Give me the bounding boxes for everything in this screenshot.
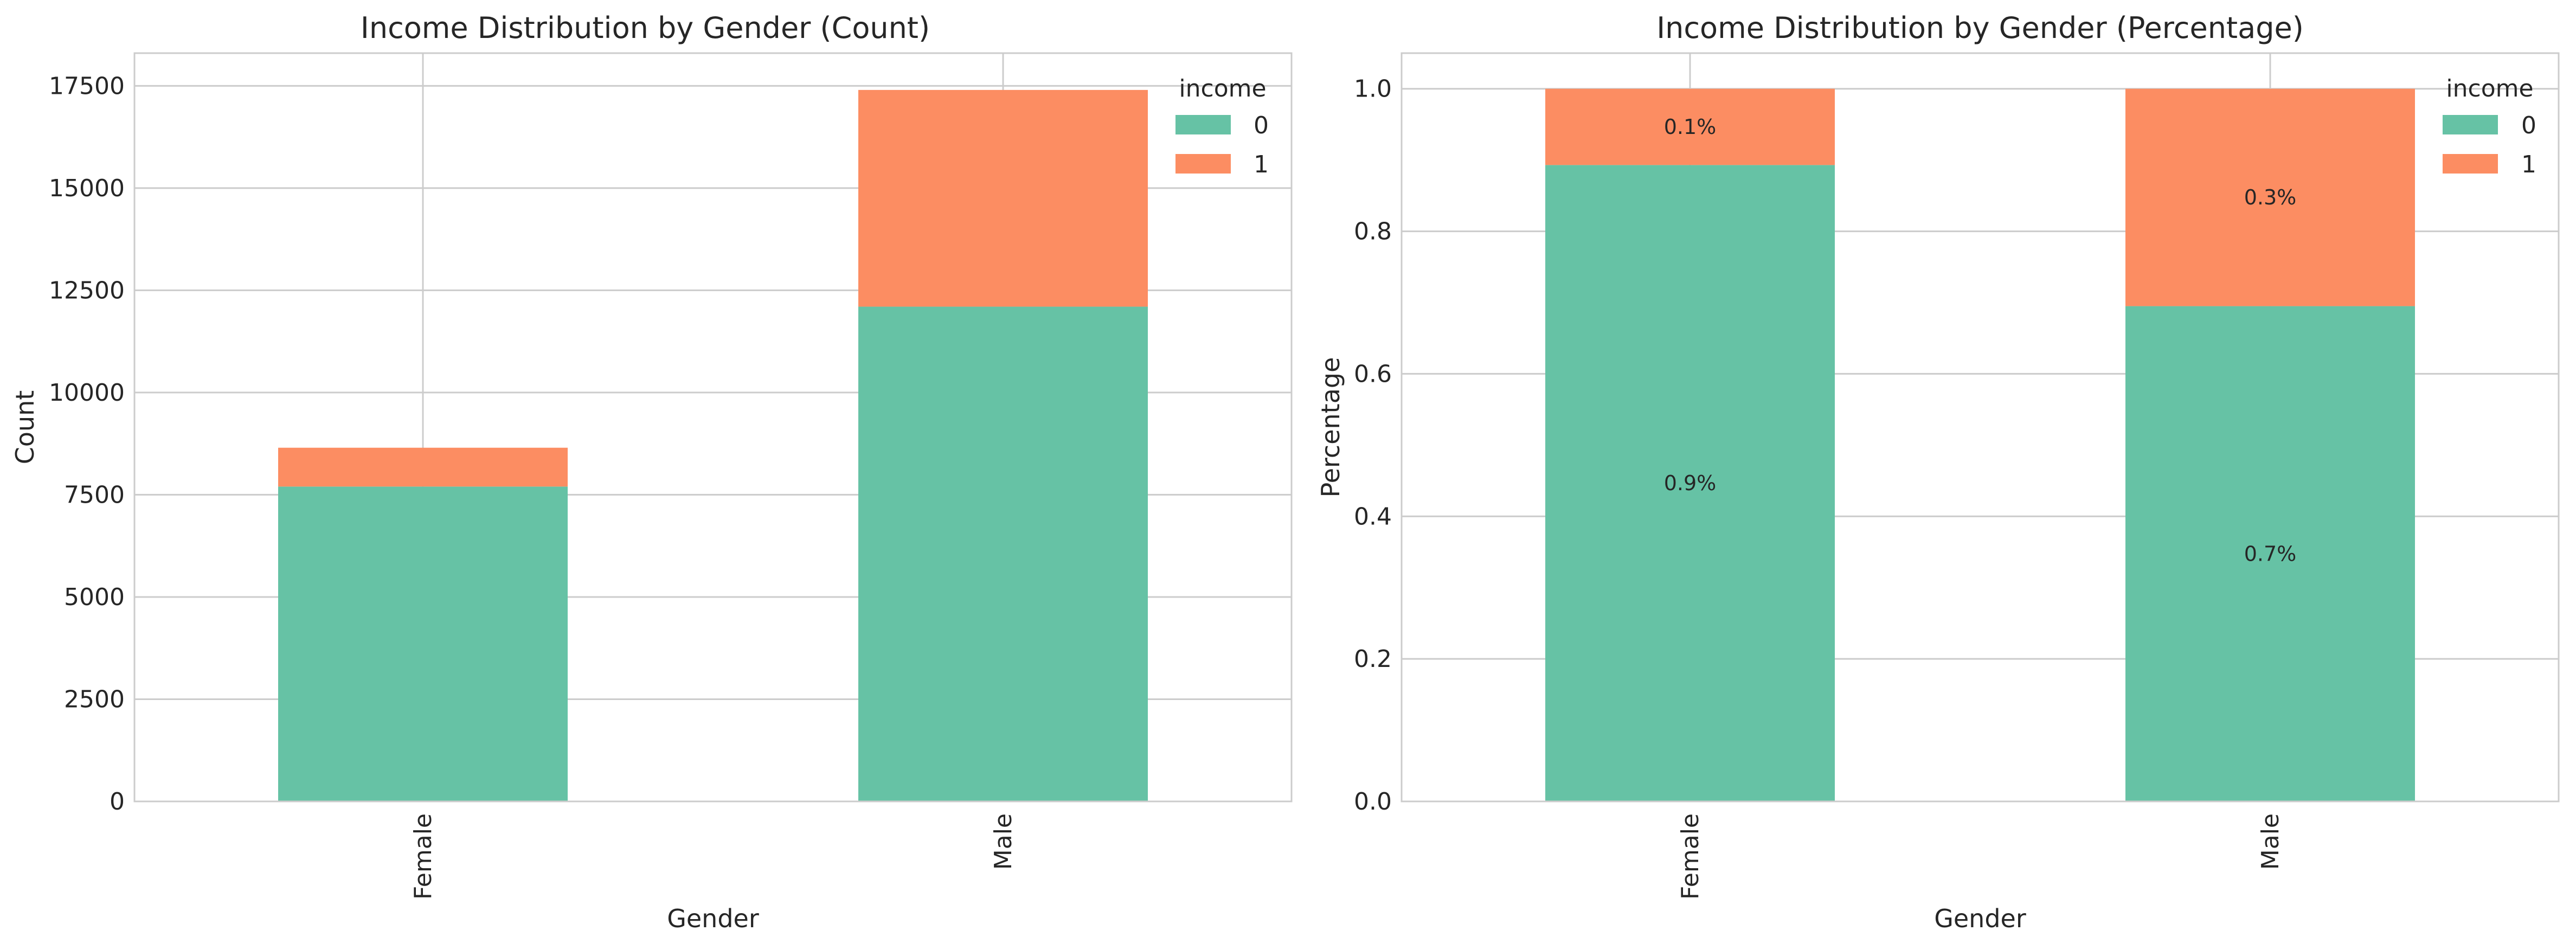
chart-title: Income Distribution by Gender (Percentag… bbox=[1656, 11, 2304, 45]
y-tick-label: 7500 bbox=[64, 481, 125, 509]
y-tick-label: 0 bbox=[110, 788, 125, 816]
legend-title: income bbox=[2446, 75, 2533, 102]
legend-swatch-0 bbox=[2443, 115, 2498, 134]
y-axis-label: Count bbox=[10, 390, 40, 465]
plot-frame bbox=[133, 52, 1293, 803]
data-labels: 0.9% 0.1% 0.7% 0.3% bbox=[1664, 115, 2297, 566]
bar-male-income-1 bbox=[858, 89, 1148, 307]
legend-label-0: 0 bbox=[2521, 112, 2536, 139]
y-tick-label: 1.0 bbox=[1354, 75, 1392, 103]
x-axis-label: Gender bbox=[1934, 904, 2026, 933]
legend-title: income bbox=[1179, 75, 1266, 102]
y-tick-label: 0.4 bbox=[1354, 503, 1392, 530]
y-tick-label: 0.0 bbox=[1354, 788, 1392, 816]
y-tick-label: 0.8 bbox=[1354, 218, 1392, 246]
legend-swatch-0 bbox=[1175, 115, 1231, 134]
legend-label-1: 1 bbox=[1254, 151, 1269, 178]
bars bbox=[278, 89, 1148, 801]
bars bbox=[1545, 88, 2415, 801]
bar-male-income-0 bbox=[858, 306, 1148, 801]
y-tick-label: 2500 bbox=[64, 685, 125, 713]
y-tick-label: 0.6 bbox=[1354, 360, 1392, 388]
count-chart: Income Distribution by Gender (Count) 0 2… bbox=[10, 11, 1293, 933]
legend-swatch-1 bbox=[1175, 154, 1231, 174]
y-tick-label: 15000 bbox=[49, 175, 125, 202]
bar-female-income-0 bbox=[278, 486, 568, 801]
tick-labels: 0.0 0.2 0.4 0.6 0.8 1.0 Female Male bbox=[1354, 75, 2284, 900]
legend-label-1: 1 bbox=[2521, 151, 2536, 178]
x-tick-label: Female bbox=[1676, 813, 1704, 900]
legend-swatch-1 bbox=[2443, 154, 2498, 174]
bar-male-income-0 bbox=[2125, 306, 2415, 801]
y-tick-label: 10000 bbox=[49, 379, 125, 407]
bar-data-label: 0.7% bbox=[2244, 542, 2297, 566]
x-axis-label: Gender bbox=[667, 904, 759, 933]
legend-label-0: 0 bbox=[1254, 112, 1269, 139]
bar-female-income-1 bbox=[278, 447, 568, 487]
plot-frame bbox=[1401, 52, 2560, 803]
y-tick-label: 12500 bbox=[49, 277, 125, 304]
bar-data-label: 0.9% bbox=[1664, 471, 1717, 495]
legend: income 0 1 bbox=[2443, 75, 2536, 178]
y-tick-label: 17500 bbox=[49, 72, 125, 100]
x-tick-label: Male bbox=[990, 813, 1017, 870]
y-tick-label: 0.2 bbox=[1354, 645, 1392, 673]
bar-data-label: 0.1% bbox=[1664, 115, 1717, 139]
chart-title: Income Distribution by Gender (Count) bbox=[361, 11, 930, 45]
legend: income 0 1 bbox=[1175, 75, 1269, 178]
bar-female-income-1 bbox=[1545, 88, 1835, 165]
bar-female-income-0 bbox=[1545, 165, 1835, 801]
y-axis-label: Percentage bbox=[1316, 357, 1345, 498]
percentage-chart: Income Distribution by Gender (Percentag… bbox=[1316, 11, 2560, 933]
y-tick-label: 5000 bbox=[64, 583, 125, 611]
bar-data-label: 0.3% bbox=[2244, 185, 2297, 209]
tick-labels: 0 2500 5000 7500 10000 12500 15000 17500 Female M… bbox=[49, 72, 1017, 900]
bar-male-income-1 bbox=[2125, 88, 2415, 306]
x-tick-label: Male bbox=[2257, 813, 2284, 870]
x-tick-label: Female bbox=[409, 813, 437, 900]
